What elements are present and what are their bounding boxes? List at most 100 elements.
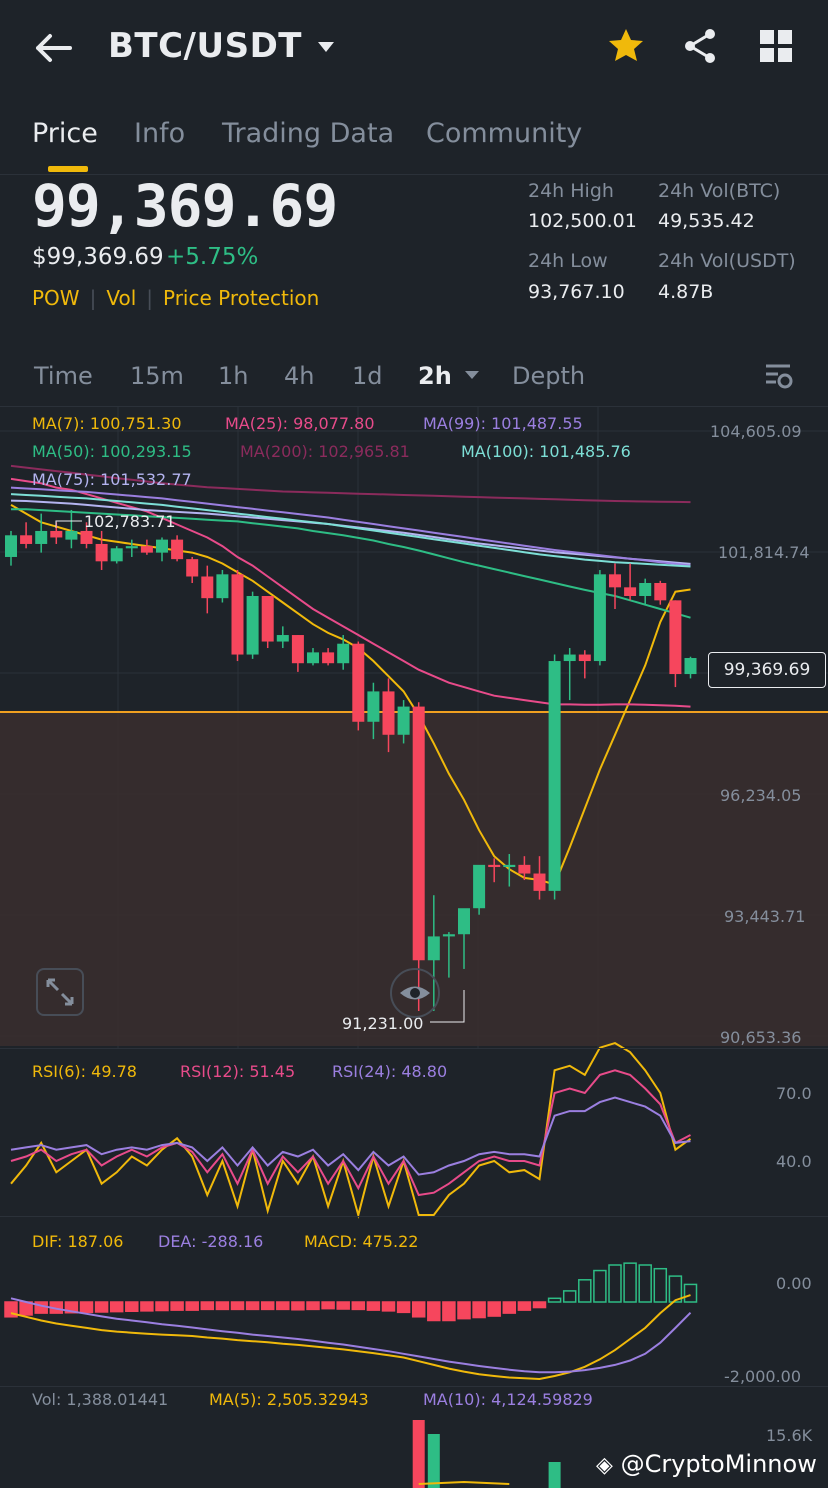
share-icon[interactable]: [680, 26, 720, 66]
candle-body: [503, 864, 516, 868]
candle-body: [352, 643, 365, 722]
vol-ma10-legend: MA(10): 4,124.59829: [423, 1390, 593, 1409]
macd-bar: [306, 1301, 320, 1311]
volume-bar: [548, 1462, 561, 1488]
candle-body: [50, 530, 63, 538]
macd-bar: [336, 1301, 350, 1310]
price-axis-label: 104,605.09: [710, 422, 802, 441]
tf-time[interactable]: Time: [34, 362, 93, 390]
last-price: 99,369.69: [32, 172, 338, 240]
tab-community[interactable]: Community: [426, 118, 583, 149]
macd-bar: [170, 1301, 184, 1311]
grid-icon[interactable]: [756, 26, 796, 66]
chevron-down-icon[interactable]: [316, 30, 336, 60]
macd-bar: [547, 1297, 562, 1303]
macd-bar: [442, 1301, 456, 1322]
dea-legend: DEA: -288.16: [158, 1232, 264, 1251]
tf-4h[interactable]: 4h: [284, 362, 315, 390]
candle-body: [276, 635, 289, 642]
candle-body: [609, 574, 621, 588]
ma200-legend: MA(200): 102,965.81: [240, 442, 410, 461]
candle-body: [639, 582, 652, 597]
pair-title[interactable]: BTC/USDT: [108, 26, 302, 66]
price-axis-label: 101,814.74: [718, 543, 810, 562]
candle-body: [488, 864, 501, 868]
macd-bar: [185, 1301, 199, 1311]
candle-body: [95, 543, 108, 562]
macd-axis-label: 0.00: [776, 1274, 812, 1293]
rsi-axis-label: 70.0: [776, 1084, 812, 1103]
macd-bar: [140, 1301, 154, 1312]
tag-pow[interactable]: POW: [32, 286, 80, 310]
candle-body: [473, 864, 486, 909]
candle-body: [458, 908, 470, 935]
macd-bar: [532, 1301, 547, 1309]
low-value: 93,767.10: [528, 281, 625, 303]
ma-line-ma200: [10, 464, 691, 504]
tf-2h[interactable]: 2h: [418, 362, 452, 390]
candle-body: [518, 864, 531, 874]
macd-line-dif: [10, 1294, 691, 1381]
vol-btc-value: 49,535.42: [658, 210, 755, 232]
chart-area[interactable]: [0, 406, 828, 1488]
toggle-indicators-button[interactable]: [390, 968, 440, 1018]
rsi-line-rsi6: [10, 1042, 692, 1219]
volume-bar: [412, 1420, 425, 1488]
macd-bar: [623, 1262, 637, 1303]
divider: [0, 1216, 828, 1217]
candle-body: [110, 548, 123, 562]
macd-bar: [155, 1301, 169, 1312]
macd-bar: [562, 1290, 577, 1303]
last-price-marker: 99,369.69: [708, 652, 826, 688]
candle-body: [367, 691, 380, 722]
volume-ma-line: [418, 1480, 510, 1485]
macd-bar: [502, 1301, 517, 1314]
rsi6-legend: RSI(6): 49.78: [32, 1062, 137, 1081]
expand-chart-button[interactable]: [36, 968, 84, 1016]
tf-15m[interactable]: 15m: [130, 362, 184, 390]
macd-bar: [366, 1301, 381, 1311]
rsi24-legend: RSI(24): 48.80: [332, 1062, 448, 1081]
tag-price-protection[interactable]: Price Protection: [163, 286, 320, 310]
star-icon[interactable]: [606, 26, 646, 66]
macd-line-dea: [10, 1297, 692, 1374]
dif-legend: DIF: 187.06: [32, 1232, 124, 1251]
chevron-down-icon[interactable]: [464, 368, 480, 382]
macd-bar: [321, 1301, 335, 1310]
macd-bar: [593, 1269, 607, 1303]
ma-line-ma25: [10, 477, 691, 708]
tab-trading-data[interactable]: Trading Data: [222, 118, 395, 149]
eye-icon: [400, 986, 430, 1000]
rsi-line-rsi12: [10, 1069, 691, 1197]
macd-bar: [608, 1264, 622, 1303]
high-label: 24h High: [528, 180, 614, 202]
candle-body: [156, 539, 168, 553]
high-annotation: 102,783.71: [84, 512, 176, 531]
tf-1h[interactable]: 1h: [218, 362, 249, 390]
rsi-line-rsi24: [10, 1096, 691, 1176]
macd-bar: [276, 1301, 290, 1311]
tag-vol[interactable]: Vol: [106, 286, 137, 310]
macd-bar: [109, 1301, 124, 1313]
candle-body: [593, 574, 606, 662]
low-label: 24h Low: [528, 250, 608, 272]
macd-bar: [215, 1301, 230, 1311]
tf-1d[interactable]: 1d: [352, 362, 383, 390]
chart-settings-icon[interactable]: [764, 362, 794, 390]
macd-bar: [517, 1301, 532, 1311]
tab-info[interactable]: Info: [134, 118, 186, 149]
low-leader: [430, 990, 465, 1023]
candle-body: [171, 539, 184, 560]
candle-body: [35, 530, 48, 544]
candle-body: [427, 936, 440, 961]
tab-price[interactable]: Price: [32, 118, 98, 149]
rsi12-legend: RSI(12): 51.45: [180, 1062, 296, 1081]
candle-body: [20, 535, 33, 544]
candle-body: [578, 654, 591, 662]
back-arrow-icon[interactable]: [30, 28, 76, 68]
macd-bar: [79, 1301, 94, 1314]
vol-legend: Vol: 1,388.01441: [32, 1390, 169, 1409]
tf-depth[interactable]: Depth: [512, 362, 586, 390]
candle-body: [684, 658, 697, 675]
macd-bar: [200, 1301, 215, 1311]
